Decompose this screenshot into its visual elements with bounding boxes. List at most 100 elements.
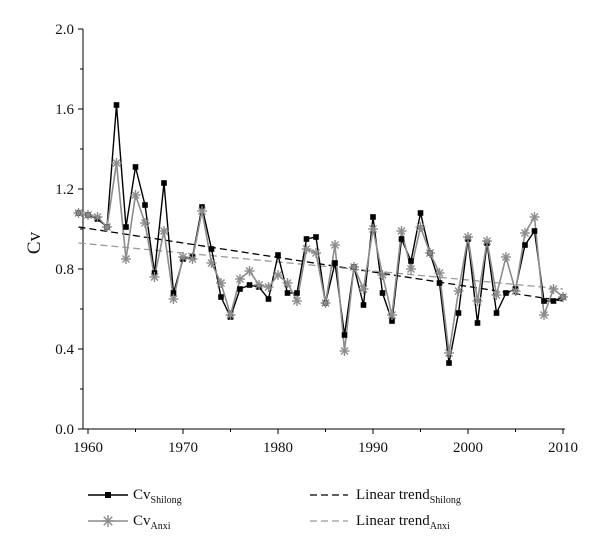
point-anxi bbox=[444, 348, 454, 358]
point-anxi bbox=[187, 254, 198, 264]
legend-label-cv-anxi: CvAnxi bbox=[133, 513, 171, 532]
point-anxi bbox=[434, 268, 445, 278]
point-shilong bbox=[275, 252, 281, 258]
point-anxi bbox=[235, 274, 245, 284]
point-anxi bbox=[130, 190, 141, 200]
point-anxi bbox=[510, 286, 521, 296]
point-anxi bbox=[159, 226, 169, 236]
legend-label-cv-shilong: CvShilong bbox=[133, 487, 182, 506]
point-anxi bbox=[73, 208, 84, 218]
x-tick-label: 1960 bbox=[73, 440, 103, 456]
point-anxi bbox=[482, 236, 492, 246]
point-anxi bbox=[121, 254, 131, 264]
point-anxi bbox=[197, 206, 207, 216]
x-tick-label: 1990 bbox=[358, 440, 388, 456]
point-anxi bbox=[320, 298, 331, 308]
point-anxi bbox=[558, 292, 568, 302]
point-shilong bbox=[294, 290, 300, 296]
point-anxi bbox=[225, 310, 236, 320]
point-anxi bbox=[358, 284, 369, 294]
point-shilong bbox=[531, 228, 538, 234]
point-shilong bbox=[246, 282, 253, 288]
point-anxi bbox=[425, 248, 435, 258]
point-shilong bbox=[284, 290, 291, 296]
point-shilong bbox=[170, 290, 177, 296]
point-anxi bbox=[263, 282, 274, 292]
point-shilong bbox=[541, 298, 547, 304]
point-anxi bbox=[83, 210, 93, 220]
point-anxi bbox=[339, 346, 350, 356]
x-tick-label: 1970 bbox=[168, 440, 198, 456]
point-anxi bbox=[301, 244, 312, 254]
point-shilong bbox=[455, 310, 462, 316]
legend-label-trend-anxi: Linear trendAnxi bbox=[356, 513, 450, 532]
point-shilong bbox=[237, 286, 243, 292]
point-anxi bbox=[282, 278, 293, 288]
point-shilong bbox=[132, 164, 139, 170]
point-anxi bbox=[111, 158, 122, 168]
point-shilong bbox=[408, 258, 414, 264]
point-shilong bbox=[313, 234, 319, 240]
point-anxi bbox=[548, 284, 559, 294]
point-anxi bbox=[406, 264, 416, 274]
point-shilong bbox=[370, 214, 376, 220]
point-shilong bbox=[218, 294, 224, 300]
y-tick-label: 0.4 bbox=[55, 342, 74, 358]
point-anxi bbox=[149, 272, 160, 282]
point-anxi bbox=[330, 240, 340, 250]
axes: 0.0 0.4 0.8 1.2 1.6 2.0 1960 1970 1980 1990 2000 20… bbox=[55, 22, 578, 456]
point-shilong bbox=[446, 360, 452, 366]
y-axis-label: Cv bbox=[24, 231, 45, 254]
y-tick-label: 2.0 bbox=[55, 22, 74, 38]
point-shilong bbox=[493, 310, 500, 316]
point-anxi bbox=[178, 252, 188, 262]
point-anxi bbox=[463, 232, 473, 242]
series-markers bbox=[73, 102, 568, 366]
point-anxi bbox=[472, 296, 483, 306]
point-anxi bbox=[168, 294, 179, 304]
y-tick-label: 1.2 bbox=[55, 182, 74, 198]
point-shilong bbox=[474, 320, 481, 326]
series-lines bbox=[78, 104, 564, 364]
point-anxi bbox=[539, 310, 549, 320]
legend-label-trend-shilong: Linear trendShilong bbox=[356, 487, 461, 506]
point-anxi bbox=[244, 266, 255, 276]
point-shilong bbox=[503, 290, 509, 296]
point-shilong bbox=[265, 296, 272, 302]
point-anxi bbox=[292, 296, 302, 306]
legend: CvShilong CvAnxi Linear trendShilong Linear… bbox=[88, 487, 461, 532]
point-shilong bbox=[398, 236, 405, 242]
point-anxi bbox=[311, 248, 321, 258]
y-tick-label: 0.8 bbox=[55, 262, 74, 278]
point-shilong bbox=[417, 210, 424, 216]
point-shilong bbox=[522, 242, 528, 248]
point-anxi bbox=[529, 212, 540, 222]
x-tick-label: 1980 bbox=[263, 440, 293, 456]
point-shilong bbox=[379, 290, 386, 296]
point-shilong bbox=[436, 280, 443, 286]
point-anxi bbox=[520, 228, 530, 238]
point-shilong bbox=[113, 102, 120, 108]
point-shilong bbox=[332, 260, 338, 266]
point-anxi bbox=[206, 258, 217, 268]
legend-marker-shilong bbox=[105, 492, 111, 498]
legend-marker-anxi bbox=[102, 515, 114, 527]
point-anxi bbox=[368, 224, 378, 234]
point-anxi bbox=[216, 278, 226, 288]
point-anxi bbox=[273, 270, 283, 280]
point-anxi bbox=[453, 286, 464, 296]
point-shilong bbox=[303, 236, 310, 242]
y-tick-label: 1.6 bbox=[55, 102, 74, 118]
x-tick-label: 2000 bbox=[453, 440, 483, 456]
point-anxi bbox=[102, 222, 112, 232]
point-shilong bbox=[341, 332, 348, 338]
point-shilong bbox=[161, 180, 167, 186]
series-line-shilong bbox=[78, 104, 564, 364]
x-tick-label: 2010 bbox=[548, 440, 578, 456]
point-anxi bbox=[92, 212, 103, 222]
point-shilong bbox=[123, 224, 129, 230]
point-anxi bbox=[491, 290, 502, 300]
point-anxi bbox=[349, 262, 359, 272]
point-shilong bbox=[389, 318, 395, 324]
